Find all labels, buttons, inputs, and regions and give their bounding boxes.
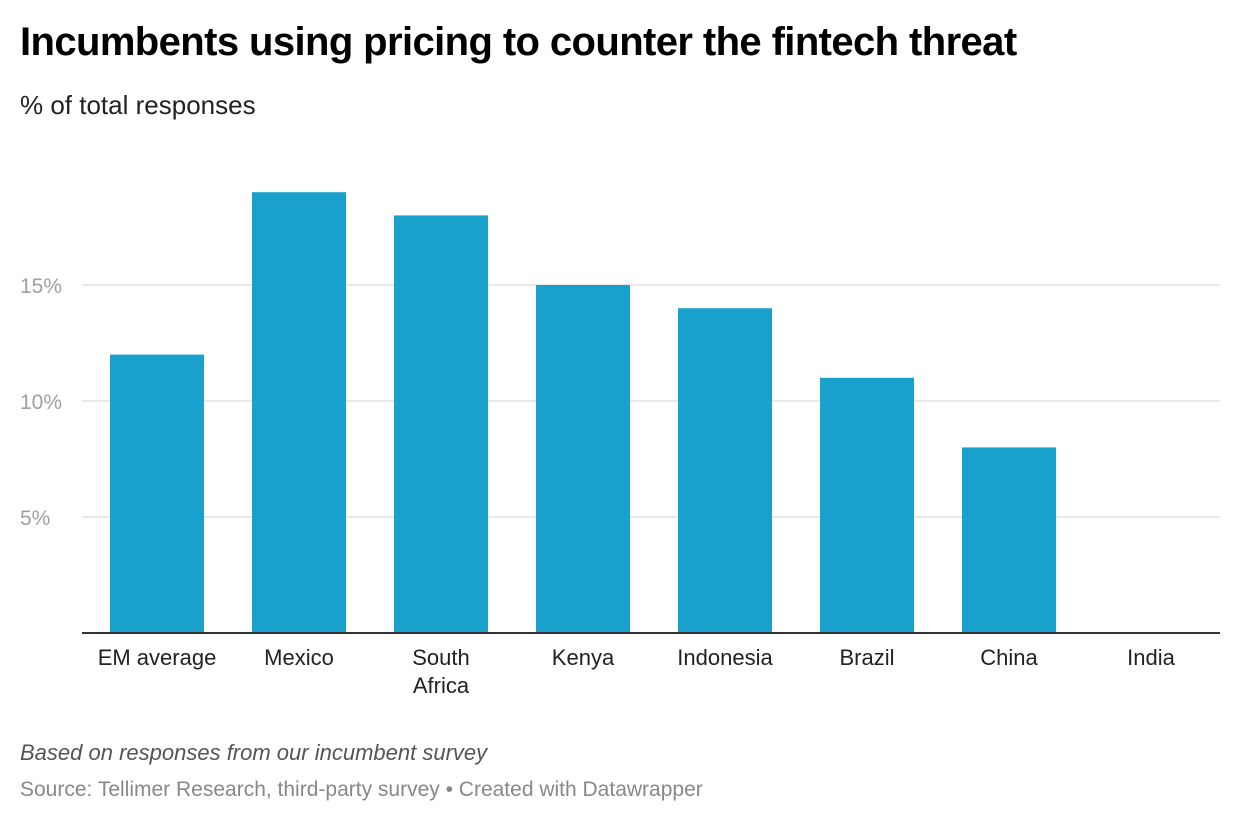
bar xyxy=(678,308,772,633)
x-tick-label: EM average xyxy=(98,645,217,670)
x-tick-label: Kenya xyxy=(552,645,615,670)
x-tick-label: Mexico xyxy=(264,645,334,670)
bar xyxy=(820,377,914,633)
y-tick-label: 15% xyxy=(20,275,62,298)
x-tick-label: South Africa xyxy=(412,645,470,698)
x-tick-label: India xyxy=(1127,645,1175,670)
bar xyxy=(962,447,1056,633)
x-tick-label: China xyxy=(980,645,1038,670)
chart-source: Source: Tellimer Research, third-party s… xyxy=(20,778,703,801)
chart-title: Incumbents using pricing to counter the … xyxy=(20,20,1017,64)
y-tick-label: 10% xyxy=(20,391,62,414)
chart-note: Based on responses from our incumbent su… xyxy=(20,740,488,765)
bar xyxy=(252,192,346,633)
bar xyxy=(536,285,630,633)
bar xyxy=(110,354,204,633)
x-tick-label: Indonesia xyxy=(677,645,773,670)
chart-subtitle: % of total responses xyxy=(20,90,256,120)
y-tick-label: 5% xyxy=(20,507,50,530)
bar-chart: 5% 10% 15% EM average Mexico South Africa Kenya… xyxy=(20,192,1220,698)
bar xyxy=(394,215,488,633)
x-tick-label: Brazil xyxy=(839,645,894,670)
